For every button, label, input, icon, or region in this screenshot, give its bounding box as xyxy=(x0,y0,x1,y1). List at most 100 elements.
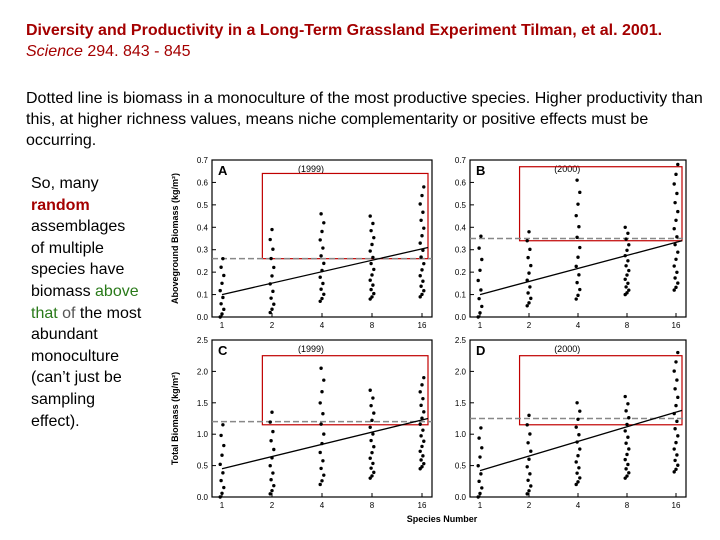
panel-d-data-point xyxy=(476,495,480,499)
panel-c-data-point xyxy=(368,476,372,480)
panel-c-data-point xyxy=(421,454,425,458)
panel-b-data-point xyxy=(480,257,484,262)
side-above-that: above that xyxy=(31,282,139,322)
panel-d-data-point xyxy=(476,464,480,468)
panel-c-data-point xyxy=(268,420,272,424)
panel-c-ytick-label: 1.0 xyxy=(197,430,209,439)
panel-a-data-point xyxy=(319,287,323,291)
panel-a-data-point xyxy=(372,291,376,296)
panel-b-data-point xyxy=(479,234,483,238)
panel-b-data-point xyxy=(576,255,580,259)
panel-c-data-point xyxy=(269,478,273,482)
panel-c-data-point xyxy=(272,483,276,488)
panel-b-data-point xyxy=(674,172,678,177)
panel-d-data-point xyxy=(627,471,631,475)
panel-b-ytick-label: 0.6 xyxy=(455,178,467,187)
panel-d-data-point xyxy=(672,369,676,373)
panel-d-data-point xyxy=(478,455,482,459)
panel-b-data-point xyxy=(623,277,627,282)
panel-a-ytick-label: 0.2 xyxy=(197,268,209,277)
panel-c-data-point xyxy=(221,471,225,475)
title-ref: 294. 843 - 845 xyxy=(82,43,191,60)
panel-b-data-point xyxy=(672,288,676,292)
panel-b-data-point xyxy=(575,178,579,182)
panel-b-highlight-box xyxy=(518,166,683,242)
panel-a-ytick-label: 0.7 xyxy=(197,156,209,165)
panel-b-data-point xyxy=(675,235,679,239)
panel-b-data-point xyxy=(476,315,480,319)
panel-a-data-point xyxy=(420,268,424,272)
panel-d-data-point xyxy=(574,425,578,429)
panel-a-data-point xyxy=(222,273,226,278)
panel-c-data-point xyxy=(372,411,376,415)
panel-b-data-point xyxy=(672,227,676,231)
panel-a-data-point xyxy=(421,210,425,214)
panel-d-ytick-label: 0.0 xyxy=(455,493,467,502)
panel-a-data-point xyxy=(371,255,375,260)
panel-d-data-point xyxy=(574,460,578,464)
panel-d-data-point xyxy=(626,402,630,406)
panel-a-data-point xyxy=(321,281,325,286)
panel-d-data-point xyxy=(672,447,676,451)
panel-c-data-point xyxy=(318,450,322,455)
panel-a-frame xyxy=(211,159,433,318)
panel-b-data-point xyxy=(476,278,480,283)
panel-a-data-point xyxy=(419,284,423,288)
panel-d-data-point xyxy=(477,479,481,484)
panel-d-data-point xyxy=(527,489,531,493)
panel-b-data-point xyxy=(626,259,630,263)
panel-d-ytick-label: 2.5 xyxy=(455,336,467,345)
panel-a-data-point xyxy=(369,261,373,266)
panel-b-data-point xyxy=(623,225,627,229)
panel-d-data-point xyxy=(674,360,678,364)
panel-b-ytick-label: 0.4 xyxy=(455,223,467,232)
panel-a-data-point xyxy=(318,238,322,242)
panel-b-data-point xyxy=(528,247,532,252)
panel-b-data-point xyxy=(527,271,531,275)
panel-d-data-point xyxy=(673,387,677,391)
panel-b-data-point xyxy=(624,285,628,289)
panel-d-data-point xyxy=(576,480,580,484)
panel-d-data-point xyxy=(674,403,678,408)
slide-description: Dotted line is biomass in a monoculture … xyxy=(26,90,703,149)
panel-c-highlight-box xyxy=(261,355,429,426)
panel-d-xtick-label: 1 xyxy=(478,501,483,510)
panel-b-data-point xyxy=(574,213,578,218)
panel-d-data-point xyxy=(480,486,484,490)
panel-c-data-point xyxy=(371,461,375,466)
panel-b-data-point xyxy=(527,230,531,234)
panel-a-data-point xyxy=(420,292,424,297)
panel-b-data-point xyxy=(477,246,481,250)
panel-c-data-point xyxy=(368,388,372,392)
panel-c-data-point xyxy=(218,462,222,467)
side-p3: the most abundant monoculture (can’t jus… xyxy=(31,304,142,430)
panel-b-data-point xyxy=(625,291,629,295)
panel-d-data-point xyxy=(676,463,680,467)
panel-b-data-point xyxy=(676,162,680,167)
panel-b-data-point xyxy=(526,255,530,260)
biomass-figure: 0.0 0.1 0.2 0.3 0.4 0.5 0.6 0.7 1 2 4 8 16 A (1999) Abo… xyxy=(170,156,687,524)
panel-c-letter: C xyxy=(218,343,228,358)
panel-c-data-point xyxy=(372,445,376,449)
panel-b-xtick-label: 1 xyxy=(478,321,483,330)
panel-c-data-point xyxy=(420,416,424,420)
panel-d-data-point xyxy=(675,419,679,424)
panel-d-xtick-label: 8 xyxy=(625,501,630,510)
panel-c-data-point xyxy=(370,474,374,478)
panel-d-data-point xyxy=(627,447,631,451)
panel-a-data-point xyxy=(368,214,372,218)
panel-c-data-point xyxy=(219,433,223,438)
panel-c-data-point xyxy=(318,482,322,487)
panel-d-data-point xyxy=(674,467,678,471)
panel-a-data-point xyxy=(318,275,322,279)
panel-d-data-point xyxy=(578,447,582,451)
panel-a-data-point xyxy=(419,255,423,259)
panel-c-data-point xyxy=(422,375,426,380)
panel-a-data-point xyxy=(272,265,276,270)
panel-a-data-point xyxy=(371,221,375,226)
panel-b-xtick-label: 16 xyxy=(672,321,681,330)
panel-b-data-point xyxy=(527,301,531,305)
panel-a-data-point xyxy=(321,246,325,250)
panel-a-regression-line xyxy=(221,246,429,296)
panel-c-data-point xyxy=(322,432,326,436)
